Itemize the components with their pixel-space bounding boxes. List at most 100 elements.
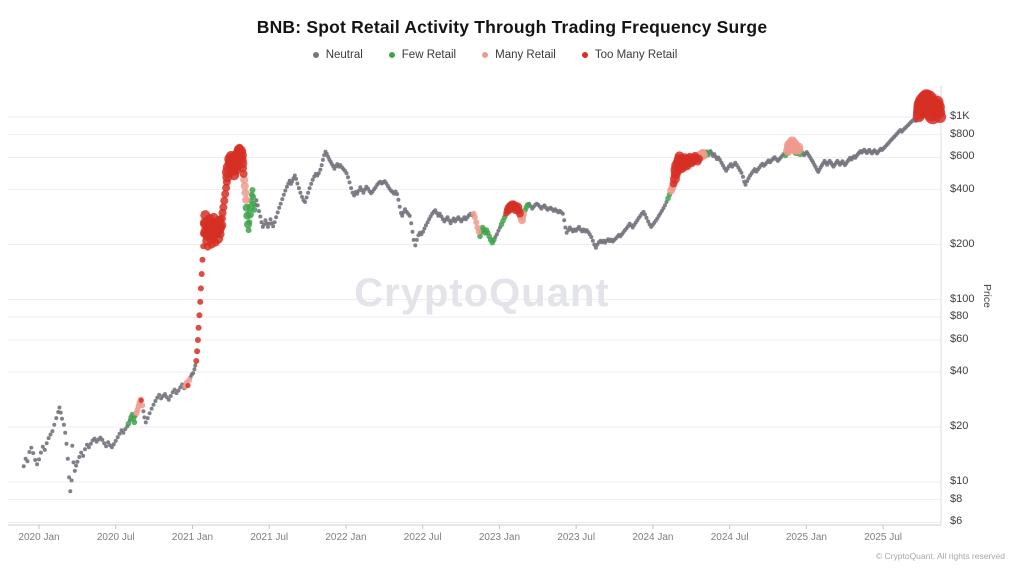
data-point-neutral <box>563 225 568 230</box>
data-point-neutral <box>21 464 26 469</box>
data-point-neutral <box>411 237 416 242</box>
data-point-neutral <box>58 410 63 415</box>
x-axis-label: 2020 Jul <box>96 532 135 543</box>
legend-item-few-retail[interactable]: Few Retail <box>388 49 456 61</box>
data-point-neutral <box>77 455 82 459</box>
data-point-neutral <box>123 427 128 432</box>
data-point-neutral <box>310 177 315 182</box>
data-point-neutral <box>255 203 260 208</box>
data-point-neutral <box>303 200 307 204</box>
data-point-neutral <box>407 213 412 218</box>
data-point-too-many-retail <box>197 298 204 305</box>
data-point-neutral <box>104 444 109 449</box>
data-point-neutral <box>643 212 647 217</box>
data-point-few-retail <box>524 202 531 208</box>
data-point-few-retail <box>250 200 257 207</box>
data-point-few-retail <box>131 419 138 426</box>
data-point-neutral <box>191 371 196 376</box>
data-point-neutral <box>396 197 401 202</box>
data-point-neutral <box>494 232 499 237</box>
data-point-too-many-retail <box>196 312 203 319</box>
data-point-neutral <box>178 385 183 390</box>
data-point-many-retail <box>240 182 249 191</box>
legend-item-too-many-retail[interactable]: Too Many Retail <box>581 49 677 61</box>
x-axis-label: 2025 Jul <box>864 532 903 543</box>
data-point-too-many-retail <box>515 209 524 218</box>
data-point-neutral <box>54 416 59 421</box>
data-point-neutral <box>46 436 51 441</box>
data-point-neutral <box>117 431 122 436</box>
data-point-neutral <box>75 459 80 464</box>
data-point-neutral <box>92 436 97 441</box>
data-point-neutral <box>644 215 649 220</box>
data-point-neutral <box>300 194 304 199</box>
data-point-neutral <box>562 218 567 223</box>
data-point-neutral <box>141 409 146 414</box>
data-point-neutral <box>274 215 279 220</box>
data-point-neutral <box>115 435 120 440</box>
data-point-neutral <box>37 457 41 462</box>
data-point-few-retail <box>250 193 257 200</box>
data-point-neutral <box>278 201 283 206</box>
data-point-neutral <box>81 453 86 458</box>
x-axis-label: 2021 Jul <box>250 532 289 543</box>
data-point-neutral <box>298 190 303 195</box>
x-axis-label: 2023 Jan <box>478 532 521 543</box>
data-point-neutral <box>172 387 177 392</box>
data-point-neutral <box>292 173 297 178</box>
data-point-neutral <box>68 489 73 494</box>
legend-label: Many Retail <box>495 49 556 61</box>
chart-title: BNB: Spot Retail Activity Through Tradin… <box>256 17 768 37</box>
data-point-too-many-retail <box>193 358 200 364</box>
legend-dot-icon <box>312 52 319 58</box>
data-point-neutral <box>356 188 361 193</box>
data-point-too-many-retail <box>219 203 228 212</box>
data-point-neutral <box>295 181 300 186</box>
data-point-neutral <box>268 217 273 222</box>
data-point-neutral <box>106 440 111 445</box>
data-point-neutral <box>316 171 321 176</box>
x-axis-label: 2024 Jul <box>710 532 749 543</box>
data-point-neutral <box>86 445 91 450</box>
data-point-neutral <box>100 437 105 442</box>
data-point-neutral <box>61 422 66 427</box>
data-point-neutral <box>149 406 154 411</box>
y-axis-label: $6 <box>950 515 963 528</box>
data-point-neutral <box>52 422 57 427</box>
data-point-neutral <box>414 237 419 242</box>
data-point-neutral <box>193 363 198 368</box>
data-point-too-many-retail <box>199 256 206 263</box>
data-point-neutral <box>318 167 323 172</box>
data-point-neutral <box>71 460 76 465</box>
data-point-neutral <box>83 447 87 452</box>
data-point-neutral <box>192 367 197 372</box>
data-point-many-retail <box>241 188 250 197</box>
data-point-neutral <box>102 441 107 446</box>
data-point-neutral <box>560 211 565 216</box>
data-point-neutral <box>347 180 352 185</box>
data-point-many-retail <box>139 402 146 409</box>
data-point-many-retail <box>240 175 249 184</box>
data-point-neutral <box>277 205 282 210</box>
legend-dot-icon <box>388 52 395 58</box>
data-point-neutral <box>88 441 93 446</box>
data-point-neutral <box>166 397 171 402</box>
legend-dot-icon <box>581 52 588 58</box>
data-point-too-many-retail <box>216 220 227 231</box>
legend-item-neutral[interactable]: Neutral <box>312 49 363 61</box>
data-point-neutral <box>355 191 360 196</box>
data-point-neutral <box>70 443 75 448</box>
data-point-neutral <box>33 458 38 462</box>
data-point-neutral <box>319 163 324 168</box>
data-point-few-retail <box>245 227 252 234</box>
legend-item-many-retail[interactable]: Many Retail <box>482 49 556 61</box>
data-point-neutral <box>27 450 32 454</box>
data-point-neutral <box>424 223 428 228</box>
x-axis-label: 2020 Jan <box>18 532 60 543</box>
data-point-few-retail <box>491 237 497 243</box>
data-point-neutral <box>42 447 47 452</box>
data-point-neutral <box>111 442 116 447</box>
y-axis-label: $20 <box>950 420 969 433</box>
data-point-neutral <box>63 430 68 435</box>
